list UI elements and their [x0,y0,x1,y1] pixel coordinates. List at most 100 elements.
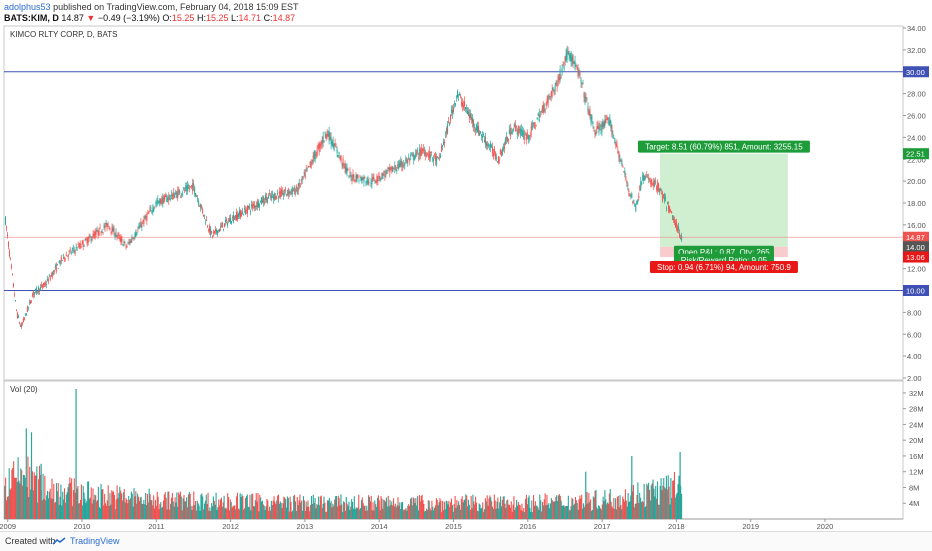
candle-body [178,189,180,192]
candle-body [466,108,468,110]
candle-body [286,193,288,195]
candle-body [415,152,417,157]
candle-body [548,96,550,98]
candle-body [426,156,428,158]
time-tick-label: 2016 [519,522,536,531]
candle-body [61,260,63,261]
candle-body [657,182,659,192]
candle-body [585,96,587,99]
price-change: −0.49 (−3.19%) [97,13,160,23]
candle-body [40,284,42,286]
candle-body [664,196,666,202]
candle-body [144,216,146,220]
candle-body [409,158,411,162]
candle-body [498,159,500,161]
candle-body [161,198,163,203]
candle-body [483,139,485,143]
candle-body [597,125,599,129]
candle-body [258,204,260,207]
candle-body [681,235,683,240]
candle-body [391,165,393,172]
candle-body [305,169,307,172]
candle-body [96,229,98,232]
price-tick-label: 18.00 [907,199,926,208]
tradingview-brand[interactable]: TradingView [52,532,120,551]
price-tick-label: 12.00 [907,265,926,274]
candle-body [505,136,507,140]
candle-body [31,294,33,297]
price-chart[interactable]: KIMCO RLTY CORP, D, BATS Vol (20) 2.00 4.00… [0,0,932,531]
candle-body [128,242,130,244]
candle-body [230,218,232,224]
candle-body [208,229,210,231]
candle-body [317,146,319,148]
candle-body [297,184,299,192]
candle-body [243,207,245,210]
candle-body [75,246,77,248]
candle-body [551,89,553,97]
candle-body [481,135,483,139]
candle-body [106,223,108,229]
candle-body [506,137,508,142]
candle-body [235,212,237,220]
high-value: 15.25 [205,13,229,23]
time-tick-label: 2018 [668,522,685,531]
level-price-tag-label: 30.00 [906,68,925,77]
candle-body [280,189,282,197]
candle-body [675,222,677,227]
volume-tick-label: 20M [909,436,924,445]
candle-body [199,206,201,207]
candle-body [255,205,257,207]
candle-body [629,193,631,196]
candle-body [142,220,144,223]
candle-body [292,190,294,192]
candle-body [213,232,215,234]
candle-body [441,145,443,152]
candle-body [207,226,209,228]
candle-body [416,151,418,154]
candle-body [450,114,452,121]
candle-body [571,57,573,62]
candle-body [575,65,577,67]
candle-body [90,236,92,242]
author-link[interactable]: adolphus53 [4,2,51,12]
candle-body [240,212,242,217]
candle-body [60,257,62,262]
candle-body [45,284,47,285]
candle-body [412,154,414,156]
candle-body [469,113,471,118]
candle-body [257,201,259,208]
price-tick-label: 22.00 [907,155,926,164]
candle-body [307,165,309,168]
candle-body [189,188,191,190]
candle-body [203,214,205,217]
candle-body [54,266,56,268]
candle-body [322,136,324,143]
candle-body [443,142,445,146]
candle-body [413,153,415,161]
candle-body [346,168,348,173]
candle-body [522,130,524,135]
candle-body [396,169,398,172]
candle-body [447,124,449,133]
candle-body [143,219,145,224]
candle-body [157,199,159,203]
candle-body [333,144,335,151]
candle-body [430,155,432,158]
candle-body [132,238,134,240]
time-tick-label: 2012 [222,522,239,531]
candle-body [394,165,396,170]
candle-body [131,237,133,241]
candle-body [373,176,375,181]
candle-body [644,175,646,181]
low-label: L: [231,13,239,23]
candle-body [400,160,402,166]
candle-body [645,176,647,178]
candle-body [98,228,100,236]
candle-body [164,195,166,200]
candle-body [376,176,378,182]
candle-body [461,102,463,105]
candle-body [274,195,276,200]
candle-body [491,147,493,154]
volume-tick-label: 4M [909,499,919,508]
